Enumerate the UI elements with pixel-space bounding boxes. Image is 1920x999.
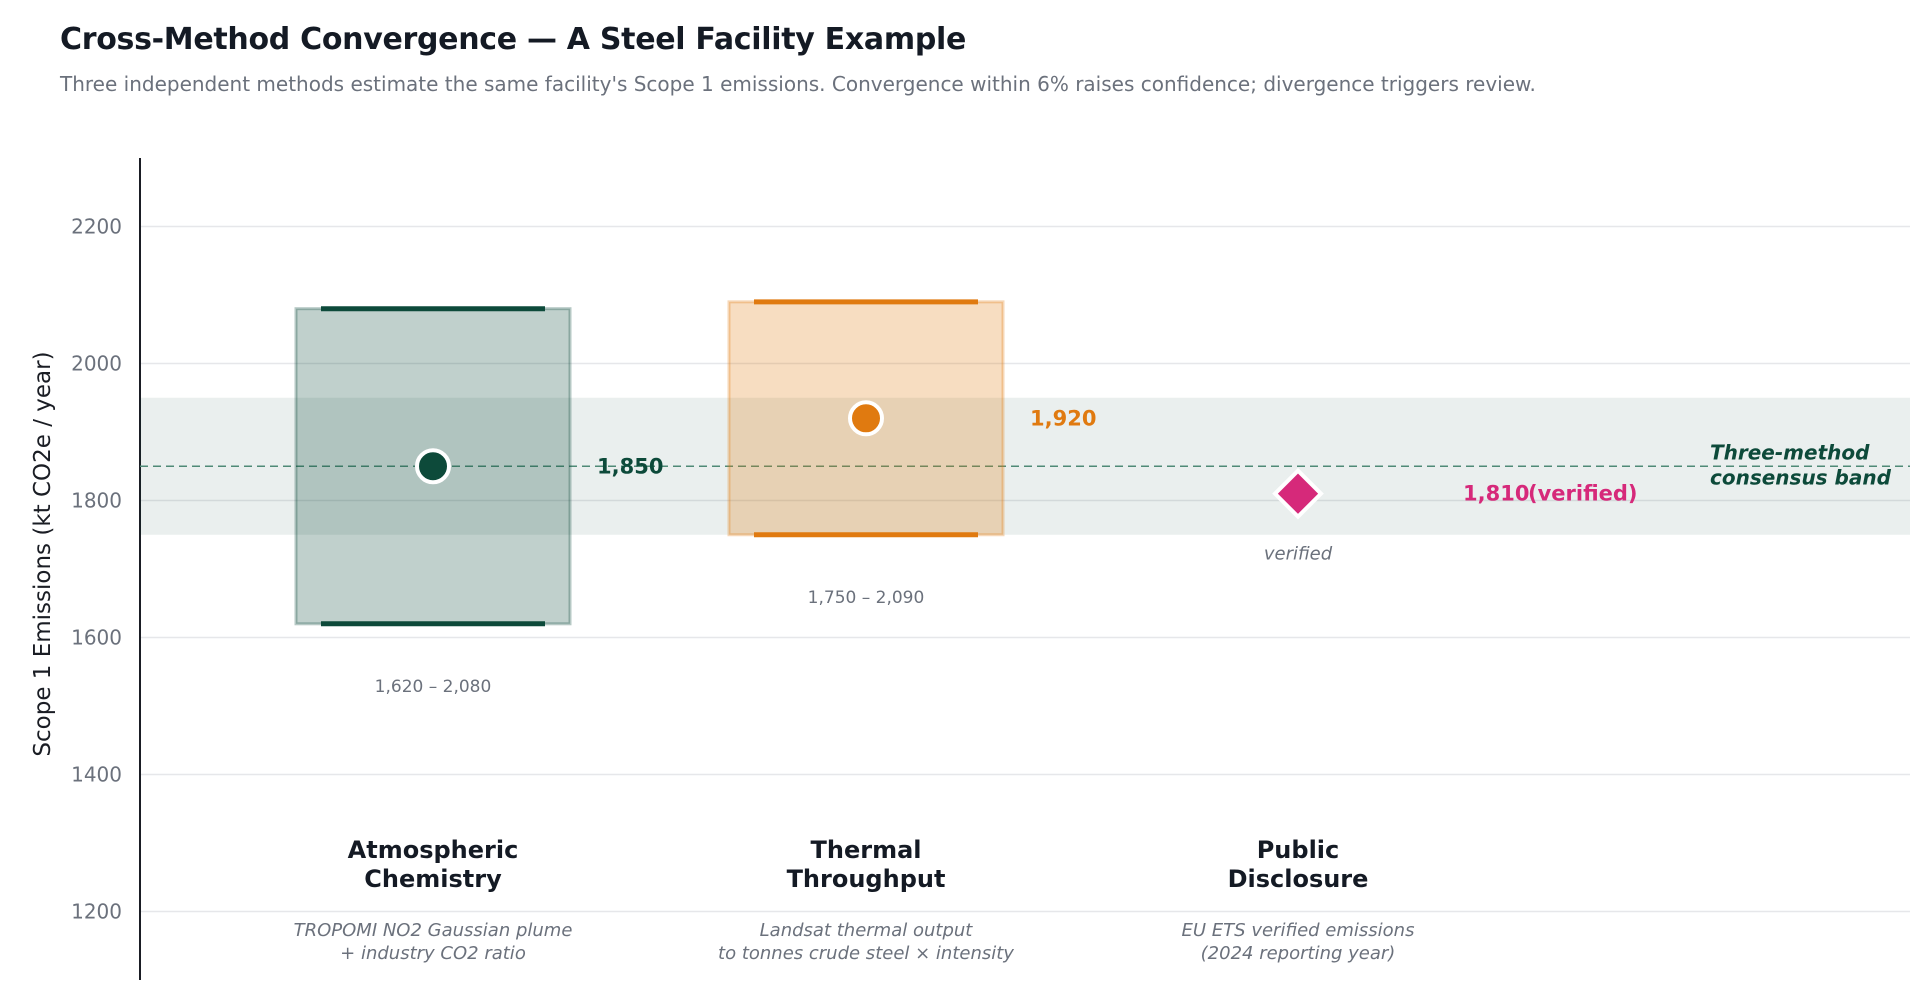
method-1-name-line1: Atmospheric xyxy=(348,836,519,864)
y-axis-label: Scope 1 Emissions (kt CO2e / year) xyxy=(30,351,56,756)
method-3-value-label: 1,810 xyxy=(1463,482,1529,506)
method-1-value-label: 1,850 xyxy=(597,454,663,478)
method-2-desc-line2: to tonnes crude steel × intensity xyxy=(718,943,1014,964)
method-1-point xyxy=(415,448,451,485)
method-2-value-label: 1,920 xyxy=(1030,406,1096,430)
method-1-name-line2: Chemistry xyxy=(364,865,502,893)
chart-subtitle: Three independent methods estimate the s… xyxy=(60,72,1536,96)
method-3-point xyxy=(1272,467,1324,520)
method-3-name-line2: Disclosure xyxy=(1228,865,1369,893)
method-3-desc-line1: EU ETS verified emissions xyxy=(1182,920,1415,941)
method-2-name-line2: Throughput xyxy=(787,865,946,893)
y-tick-label: 1400 xyxy=(71,763,122,787)
method-2-name-line1: Thermal xyxy=(811,836,922,864)
y-tick-label: 1200 xyxy=(71,900,122,924)
method-2-range-label: 1,750 – 2,090 xyxy=(808,588,925,608)
method-1-desc-line2: + industry CO2 ratio xyxy=(340,943,526,964)
method-1-desc-line1: TROPOMI NO2 Gaussian plume xyxy=(294,920,573,941)
chart-title: Cross-Method Convergence — A Steel Facil… xyxy=(60,22,967,57)
y-tick-label: 2200 xyxy=(71,215,122,239)
method-3-note: verified xyxy=(1264,544,1333,565)
y-tick-label: 1600 xyxy=(71,626,122,650)
consensus-label-line2: consensus band xyxy=(1710,465,1892,489)
method-3-desc-line2: (2024 reporting year) xyxy=(1201,943,1396,964)
method-1-range-label: 1,620 – 2,080 xyxy=(375,677,492,697)
consensus-label-line1: Three-method xyxy=(1710,440,1870,464)
y-tick-label: 1800 xyxy=(71,489,122,513)
method-2-desc-line1: Landsat thermal output xyxy=(760,920,974,941)
method-3-value-suffix: (verified) xyxy=(1528,482,1638,506)
method-2-point xyxy=(848,400,884,437)
method-3-name-line1: Public xyxy=(1257,836,1340,864)
y-tick-label: 2000 xyxy=(71,352,122,376)
